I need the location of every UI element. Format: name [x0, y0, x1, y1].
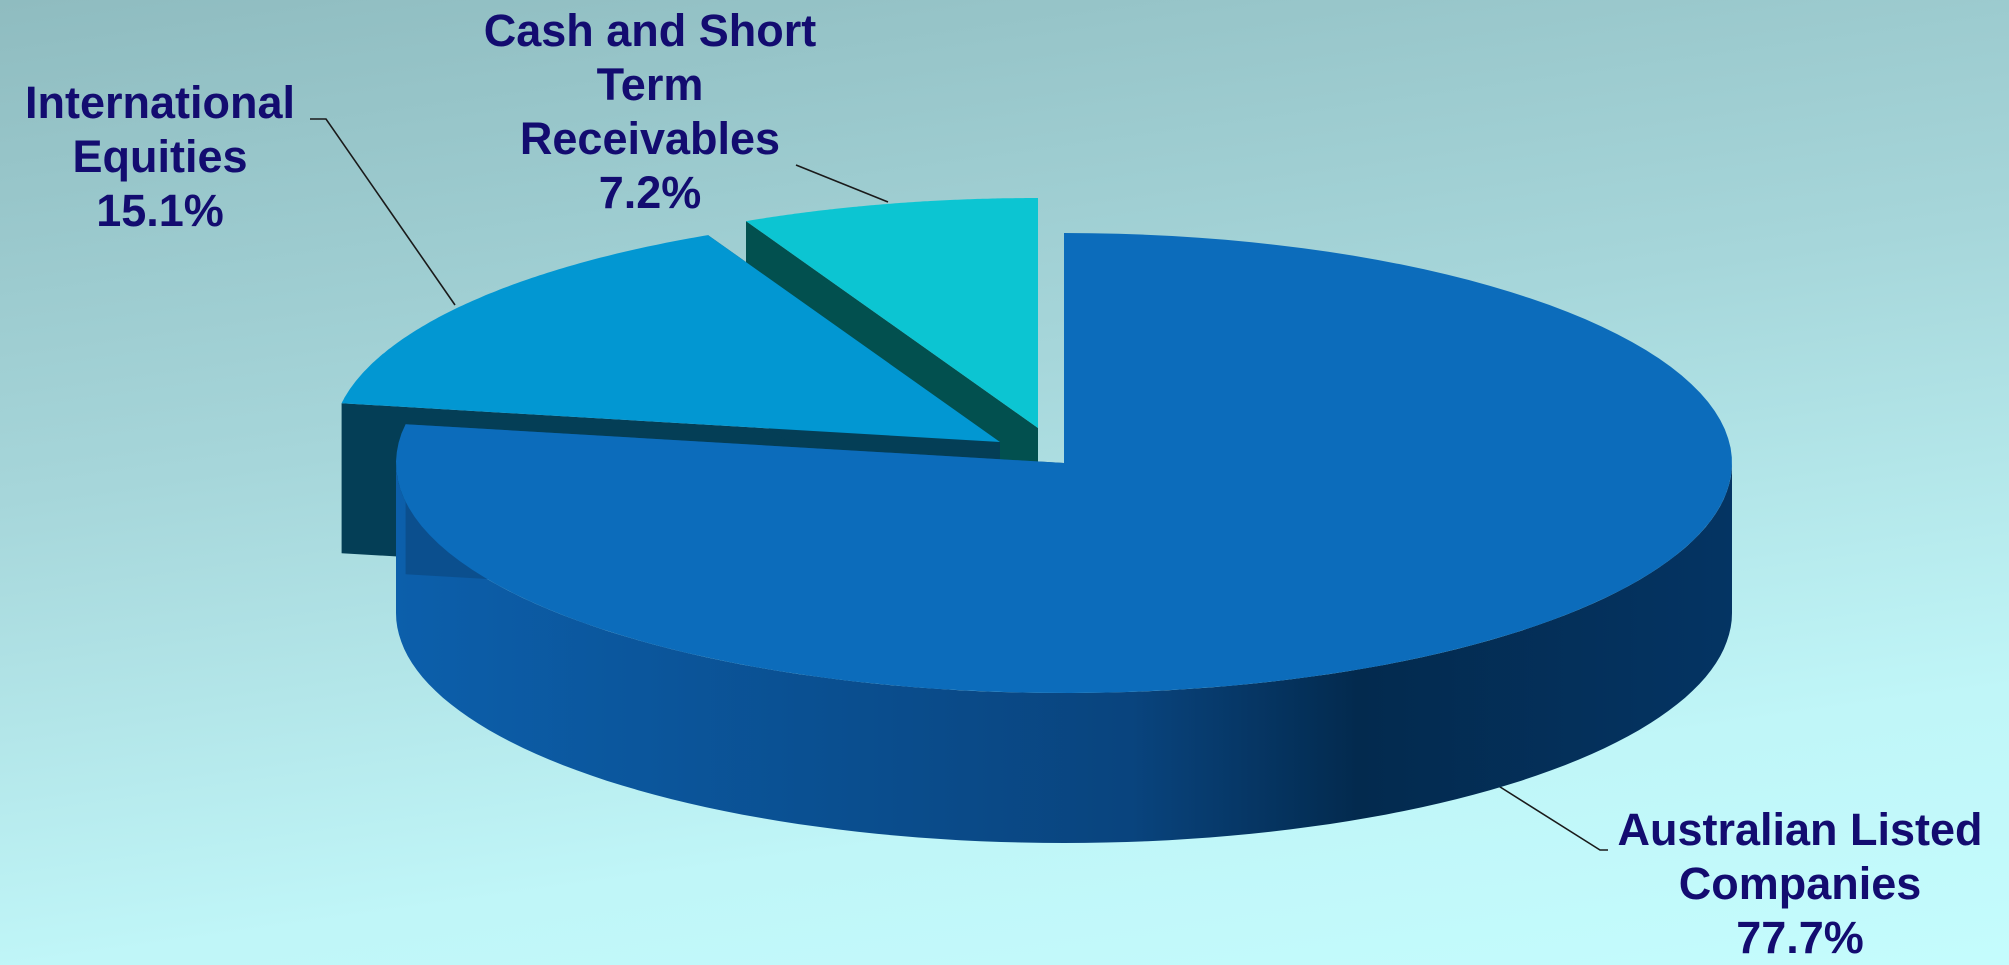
slice-australian-listed	[396, 233, 1732, 843]
leader-line-cash	[795, 164, 889, 203]
leader-line-australian	[1496, 784, 1608, 851]
label-international-equities: International Equities 15.1%	[24, 77, 296, 236]
leader-lines	[310, 118, 1608, 851]
label-australian-listed: Australian Listed Companies 77.7%	[1617, 804, 1983, 963]
leader-line-international	[310, 118, 456, 306]
slices-layer	[341, 198, 1732, 843]
slice-australian-listed-top	[396, 233, 1732, 693]
label-cash-short-term: Cash and Short Term Receivables 7.2%	[483, 5, 817, 218]
slice-australian-listed-rim	[396, 463, 1732, 843]
slice-international-equities-top	[341, 235, 1001, 442]
slice-cash-short-term-top	[746, 198, 1038, 428]
